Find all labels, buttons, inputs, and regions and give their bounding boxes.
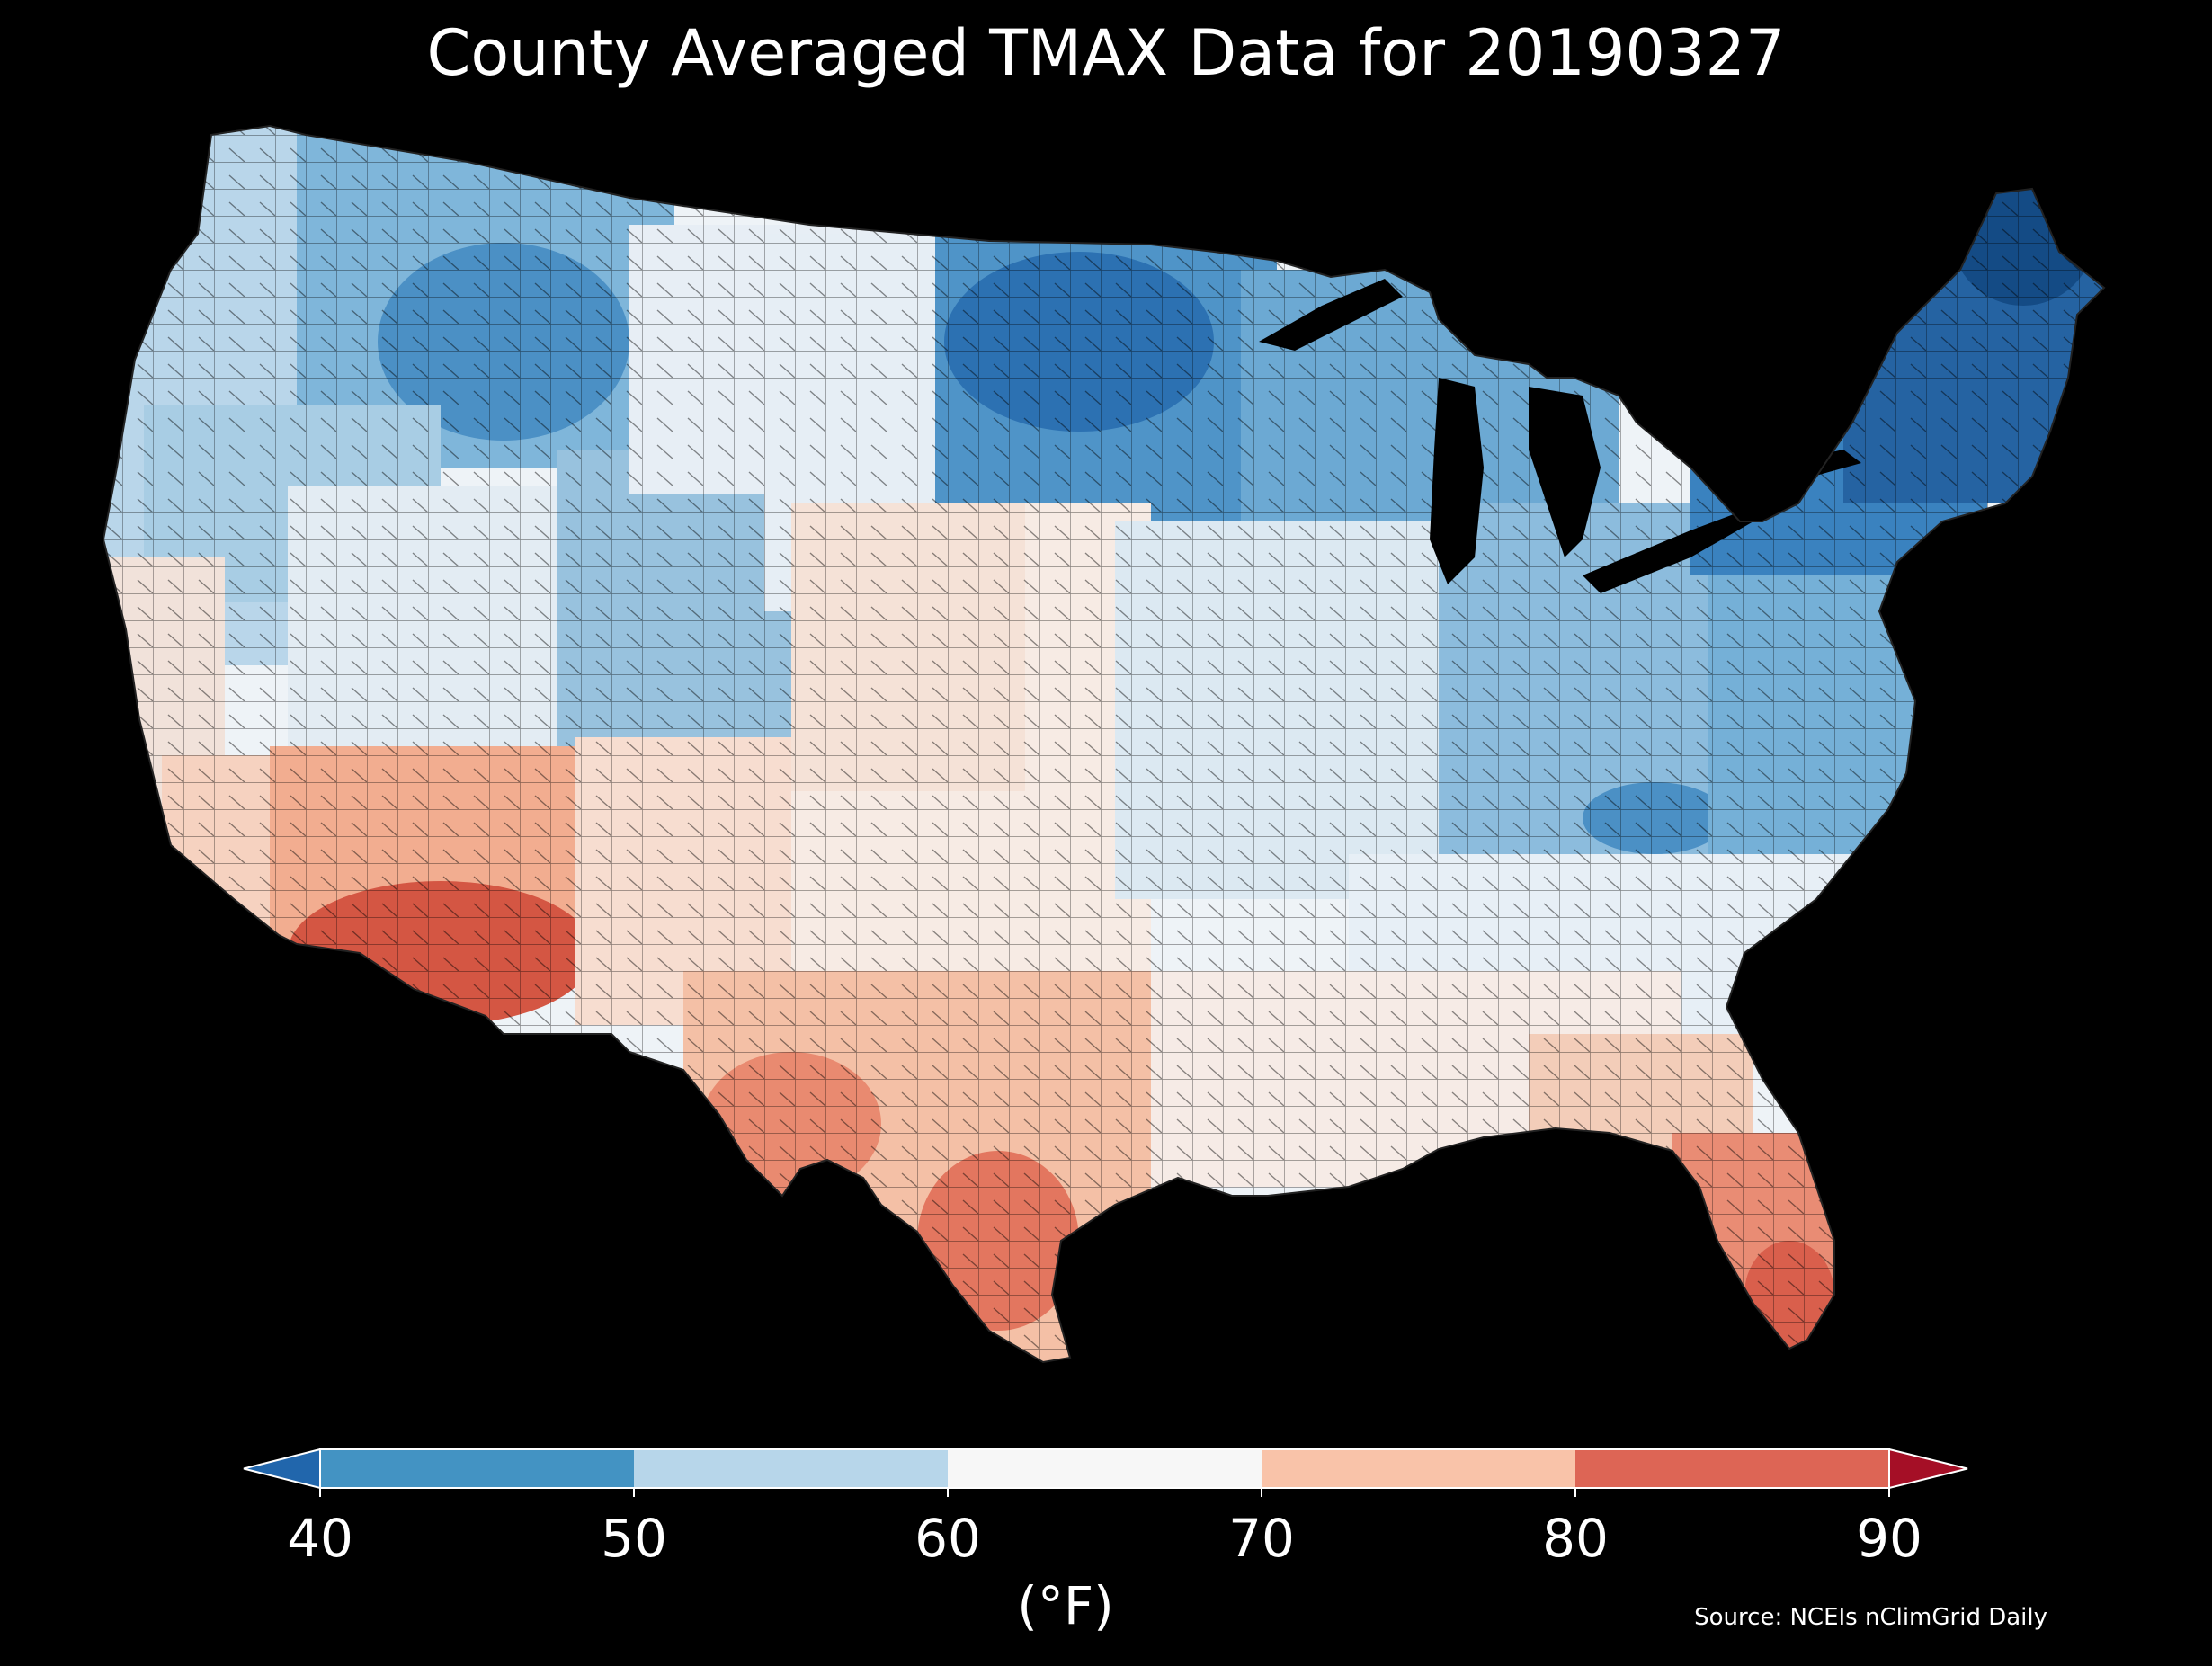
us-outline bbox=[102, 124, 2106, 1364]
colorbar-bin-50-60 bbox=[634, 1449, 948, 1488]
colorbar-bin-70-80 bbox=[1262, 1449, 1575, 1488]
lake-michigan bbox=[1430, 378, 1484, 584]
colorbar-tick-label: 70 bbox=[1228, 1508, 1295, 1569]
colorbar-tick-label: 80 bbox=[1542, 1508, 1609, 1569]
lake-ontario bbox=[1762, 450, 1861, 486]
colorbar-extend-high bbox=[1888, 1448, 1968, 1490]
colorbar-tick-label: 40 bbox=[287, 1508, 353, 1569]
map-title: County Averaged TMAX Data for 20190327 bbox=[426, 16, 1786, 90]
lake-superior bbox=[1259, 279, 1403, 351]
source-note: Source: NCEIs nClimGrid Daily bbox=[1694, 1604, 2047, 1631]
colorbar-tick-label: 50 bbox=[601, 1508, 667, 1569]
units-label: (°F) bbox=[1017, 1575, 1114, 1636]
lake-huron bbox=[1529, 387, 1601, 557]
colorbar-bin-60-70 bbox=[948, 1449, 1262, 1488]
lake-erie bbox=[1583, 503, 1762, 593]
colorbar-extend-low bbox=[243, 1448, 321, 1490]
colorbar-bin-40-50 bbox=[320, 1449, 634, 1488]
colorbar-bin-80-90 bbox=[1575, 1449, 1889, 1488]
colorbar-outline bbox=[319, 1448, 1890, 1489]
colorbar-tick-label: 90 bbox=[1856, 1508, 1922, 1569]
colorbar-tick-label: 60 bbox=[914, 1508, 981, 1569]
